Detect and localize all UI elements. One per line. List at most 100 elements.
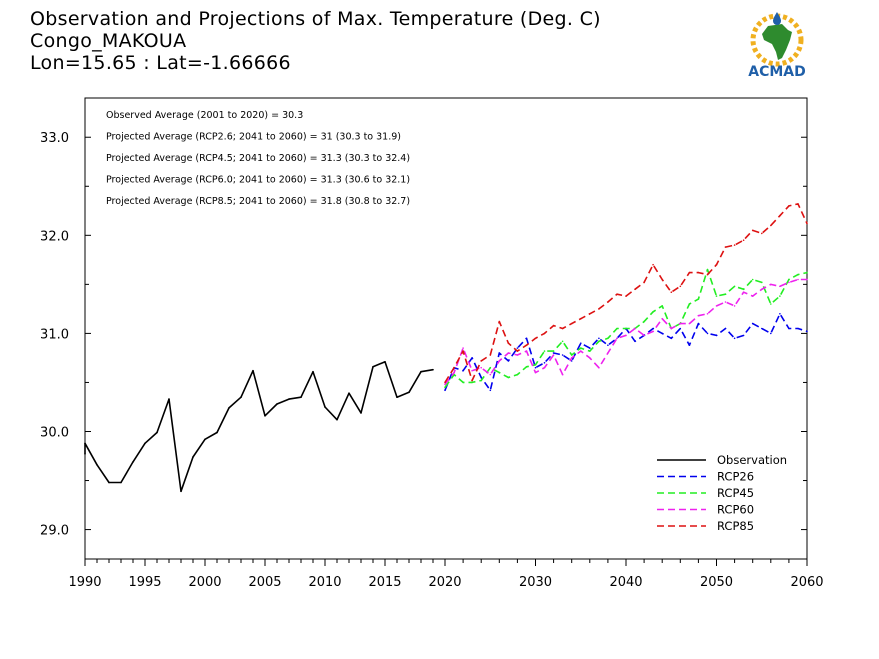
data-point-rcp60: [634, 327, 636, 330]
data-point-rcp60: [480, 366, 483, 369]
data-point-rcp85: [462, 350, 464, 352]
data-point-rcp26: [652, 327, 654, 330]
data-point-observation: [204, 438, 206, 441]
data-point-rcp60: [697, 314, 700, 317]
data-point-rcp60: [552, 354, 555, 356]
station-coordinates: Lon=15.65 : Lat=-1.66666: [30, 52, 291, 74]
average-annotation: Projected Average (RCP4.5; 2041 to 2060)…: [106, 153, 410, 164]
acmad-logo-text: ACMAD: [748, 64, 806, 80]
data-point-rcp26: [742, 334, 745, 337]
data-point-rcp85: [670, 291, 673, 294]
data-point-rcp60: [516, 354, 519, 356]
data-point-rcp85: [471, 379, 473, 382]
data-point-observation: [96, 464, 98, 466]
data-point-rcp45: [715, 295, 718, 297]
data-point-rcp85: [552, 324, 555, 327]
data-point-rcp45: [598, 340, 600, 343]
data-point-rcp60: [688, 322, 691, 325]
data-point-rcp60: [625, 334, 627, 337]
data-point-observation: [252, 369, 254, 372]
data-point-rcp85: [724, 246, 727, 248]
data-point-rcp26: [706, 332, 709, 335]
average-annotation: Projected Average (RCP8.5; 2041 to 2060)…: [106, 196, 410, 207]
plot-frame: [84, 97, 808, 560]
data-point-rcp26: [661, 332, 663, 335]
x-tick-label: 2015: [368, 575, 401, 590]
x-tick-label: 1990: [68, 575, 101, 590]
data-point-rcp26: [634, 340, 636, 343]
data-point-observation: [264, 415, 266, 417]
data-point-rcp45: [652, 311, 654, 313]
data-point-rcp85: [733, 244, 736, 246]
data-point-observation: [156, 431, 158, 434]
data-point-rcp26: [751, 322, 754, 325]
data-point-rcp26: [507, 360, 510, 362]
data-point-rcp60: [670, 327, 673, 330]
average-annotation: Observed Average (2001 to 2020) = 30.3: [106, 110, 303, 121]
data-point-rcp85: [570, 322, 573, 325]
data-point-rcp85: [751, 229, 754, 232]
data-point-rcp45: [552, 350, 555, 352]
legend-label-observation: Observation: [717, 453, 787, 467]
data-point-observation: [108, 481, 110, 484]
data-point-rcp45: [607, 337, 609, 340]
data-point-rcp26: [552, 352, 555, 354]
data-point-rcp60: [806, 278, 808, 281]
data-point-observation: [360, 412, 362, 414]
x-tick-label: 2050: [700, 575, 733, 590]
data-point-rcp85: [589, 313, 591, 315]
data-point-rcp45: [761, 281, 763, 284]
y-tick-label: 33.0: [40, 131, 69, 146]
data-point-rcp26: [770, 332, 772, 335]
data-point-rcp60: [761, 288, 763, 291]
data-point-rcp60: [489, 373, 492, 376]
legend-label-rcp60: RCP60: [717, 503, 754, 517]
data-point-rcp26: [724, 327, 727, 330]
data-point-observation: [180, 490, 182, 493]
data-point-rcp26: [561, 354, 564, 356]
data-point-rcp60: [770, 283, 772, 286]
data-point-rcp60: [534, 371, 537, 374]
data-point-rcp85: [661, 278, 663, 281]
data-point-rcp60: [607, 352, 609, 354]
chart-title-block: Observation and Projections of Max. Temp…: [30, 8, 601, 74]
data-point-rcp26: [516, 347, 519, 349]
x-tick-label: 2000: [188, 575, 221, 590]
data-point-rcp45: [643, 320, 645, 323]
data-point-observation: [396, 396, 398, 399]
data-point-rcp85: [580, 317, 582, 320]
data-point-rcp60: [570, 357, 573, 359]
data-point-rcp60: [797, 278, 799, 281]
data-point-rcp26: [570, 360, 573, 362]
data-point-rcp60: [779, 285, 781, 288]
x-tick-label: 2020: [428, 575, 461, 590]
data-point-rcp45: [589, 350, 591, 352]
data-point-rcp60: [580, 350, 582, 352]
data-point-rcp60: [652, 330, 654, 333]
data-point-rcp26: [788, 327, 790, 330]
x-tick-label: 2040: [609, 575, 642, 590]
data-point-rcp60: [525, 350, 528, 352]
data-point-rcp26: [733, 337, 736, 340]
data-point-observation: [84, 442, 86, 445]
data-point-observation: [336, 418, 338, 421]
data-point-rcp85: [498, 320, 501, 323]
data-point-rcp26: [697, 322, 700, 325]
data-point-rcp85: [607, 301, 609, 303]
data-point-rcp26: [688, 344, 691, 347]
series-line-observation: [84, 360, 434, 493]
data-point-rcp85: [643, 281, 645, 284]
data-point-rcp45: [462, 381, 464, 384]
data-point-rcp85: [453, 366, 455, 369]
data-point-rcp85: [534, 337, 537, 340]
data-point-rcp85: [489, 354, 492, 356]
y-axis: 29.0 30.0 31.0 32.0 33.0: [40, 131, 807, 539]
series-line-rcp26: [444, 312, 808, 392]
data-point-rcp85: [788, 205, 790, 207]
data-point-rcp45: [516, 373, 519, 376]
y-tick-label: 30.0: [40, 425, 69, 440]
data-point-rcp26: [589, 347, 591, 349]
data-point-rcp85: [525, 344, 528, 347]
data-point-rcp45: [688, 303, 691, 305]
data-point-observation: [348, 392, 350, 395]
